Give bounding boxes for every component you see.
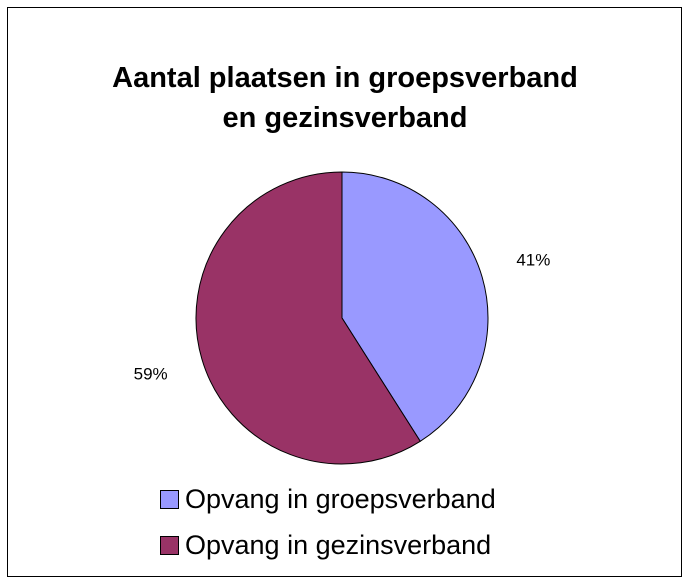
- legend: Opvang in groepsverband Opvang in gezins…: [160, 481, 496, 573]
- data-label-groepsverband: 41%: [516, 251, 550, 270]
- chart-title-line-1: Aantal plaatsen in groepsverband: [112, 62, 578, 94]
- legend-swatch-gezinsverband: [160, 535, 179, 555]
- pie-chart: 41% 59%: [134, 171, 550, 465]
- pie-slice-groepsverband: [341, 171, 489, 442]
- legend-label-groepsverband: Opvang in groepsverband: [185, 483, 496, 514]
- legend-item-gezinsverband: Opvang in gezinsverband: [160, 527, 496, 563]
- legend-swatch-groepsverband: [160, 489, 179, 509]
- legend-label-gezinsverband: Opvang in gezinsverband: [185, 529, 492, 560]
- chart-title: Aantal plaatsen in groepsverband en gezi…: [0, 58, 690, 138]
- legend-item-groepsverband: Opvang in groepsverband: [160, 481, 496, 517]
- chart-title-line-2: en gezinsverband: [222, 102, 468, 134]
- data-label-gezinsverband: 59%: [134, 364, 168, 383]
- pie-slice-gezinsverband: [195, 171, 421, 465]
